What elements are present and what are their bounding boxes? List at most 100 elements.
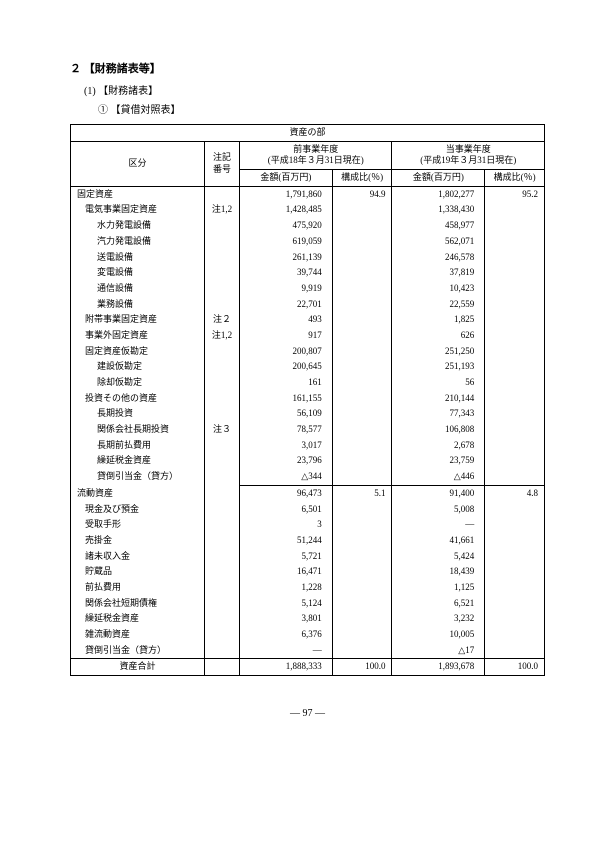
row-label: 関係会社長期投資 — [71, 422, 205, 438]
row-curr-amount: 23,759 — [392, 453, 485, 469]
row-note: 注1,2 — [204, 328, 239, 344]
row-prev-amount: 261,139 — [239, 250, 332, 266]
page-number: ― 97 ― — [70, 708, 545, 719]
row-prev-amount: 3,801 — [239, 611, 332, 627]
row-prev-ratio — [332, 549, 392, 565]
row-prev-ratio — [332, 250, 392, 266]
total-note — [204, 659, 239, 676]
row-prev-amount: 3 — [239, 517, 332, 533]
table-row: 固定資産仮勘定200,807251,250 — [71, 344, 545, 360]
row-curr-amount: 210,144 — [392, 391, 485, 407]
row-prev-ratio — [332, 359, 392, 375]
row-label: 雑流動資産 — [71, 627, 205, 643]
row-label: 諸未収入金 — [71, 549, 205, 565]
row-prev-amount: 6,501 — [239, 502, 332, 518]
row-note: 注1,2 — [204, 202, 239, 218]
col-curr-amount: 金額(百万円) — [392, 170, 485, 187]
row-prev-ratio — [332, 469, 392, 485]
row-curr-amount: 37,819 — [392, 265, 485, 281]
row-prev-ratio — [332, 502, 392, 518]
row-prev-amount: 200,645 — [239, 359, 332, 375]
row-note — [204, 533, 239, 549]
table-row: 建設仮勘定 200,645 251,193 — [71, 359, 545, 375]
total-row: 資産合計 1,888,333 100.0 1,893,678 100.0 — [71, 659, 545, 676]
row-note — [204, 611, 239, 627]
row-note — [204, 344, 239, 360]
heading-level-2: ２ 【財務諸表等】 — [70, 60, 545, 76]
row-curr-amount: △446 — [392, 469, 485, 485]
row-prev-amount: 917 — [239, 328, 332, 344]
row-prev-ratio — [332, 643, 392, 659]
row-label: 建設仮勘定 — [71, 359, 205, 375]
section-title: 資産の部 — [71, 125, 545, 142]
row-prev-ratio — [332, 265, 392, 281]
row-curr-amount: 56 — [392, 375, 485, 391]
row-label: 事業外固定資産 — [71, 328, 205, 344]
total-label: 資産合計 — [71, 659, 205, 676]
table-row: 長期前払費用3,0172,678 — [71, 438, 545, 454]
row-prev-amount: 16,471 — [239, 564, 332, 580]
row-label: 附帯事業固定資産 — [71, 312, 205, 328]
row-prev-amount: 96,473 — [239, 485, 332, 501]
row-curr-amount: 1,338,430 — [392, 202, 485, 218]
row-label: 流動資産 — [71, 485, 205, 501]
row-curr-ratio — [485, 627, 545, 643]
row-prev-amount: 3,017 — [239, 438, 332, 454]
row-curr-ratio — [485, 391, 545, 407]
row-prev-ratio — [332, 202, 392, 218]
row-note — [204, 502, 239, 518]
row-prev-amount: 1,791,860 — [239, 186, 332, 202]
row-prev-ratio — [332, 344, 392, 360]
row-label: 通信設備 — [71, 281, 205, 297]
row-curr-ratio — [485, 549, 545, 565]
row-curr-ratio — [485, 422, 545, 438]
period-curr-header: 当事業年度(平成19年３月31日現在) — [392, 141, 545, 169]
row-label: 貸倒引当金（貸方） — [71, 469, 205, 485]
row-curr-ratio — [485, 596, 545, 612]
row-curr-ratio — [485, 344, 545, 360]
table-body: 固定資産1,791,86094.91,802,27795.2電気事業固定資産注1… — [71, 186, 545, 659]
row-prev-ratio — [332, 596, 392, 612]
row-curr-ratio — [485, 265, 545, 281]
row-note — [204, 564, 239, 580]
row-prev-ratio — [332, 297, 392, 313]
row-curr-ratio — [485, 469, 545, 485]
row-note — [204, 391, 239, 407]
row-note — [204, 218, 239, 234]
row-label: 関係会社短期債権 — [71, 596, 205, 612]
row-prev-ratio — [332, 422, 392, 438]
row-curr-amount: 251,193 — [392, 359, 485, 375]
row-note — [204, 438, 239, 454]
row-prev-amount: 161,155 — [239, 391, 332, 407]
heading-level-4: ① 【貸借対照表】 — [98, 101, 545, 116]
row-note — [204, 186, 239, 202]
row-label: 繰延税金資産 — [71, 611, 205, 627]
table-row: 受取手形3― — [71, 517, 545, 533]
row-prev-ratio — [332, 564, 392, 580]
table-row: 関係会社長期投資注３78,577106,808 — [71, 422, 545, 438]
row-prev-ratio — [332, 312, 392, 328]
row-note — [204, 234, 239, 250]
row-curr-amount: 18,439 — [392, 564, 485, 580]
row-prev-amount: 9,919 — [239, 281, 332, 297]
table-row: 附帯事業固定資産注２4931,825 — [71, 312, 545, 328]
row-note — [204, 281, 239, 297]
table-row: 汽力発電設備619,059562,071 — [71, 234, 545, 250]
row-curr-ratio — [485, 438, 545, 454]
row-curr-ratio — [485, 297, 545, 313]
row-prev-ratio — [332, 627, 392, 643]
heading-level-3: (1) 【財務諸表】 — [84, 82, 545, 97]
row-label: 貸倒引当金（貸方） — [71, 643, 205, 659]
table-row: 繰延税金資産3,8013,232 — [71, 611, 545, 627]
row-curr-amount: ― — [392, 517, 485, 533]
row-label: 業務設備 — [71, 297, 205, 313]
row-curr-amount: 91,400 — [392, 485, 485, 501]
table-row: 雑流動資産6,37610,005 — [71, 627, 545, 643]
row-prev-amount: 1,428,485 — [239, 202, 332, 218]
row-prev-amount: 78,577 — [239, 422, 332, 438]
balance-sheet-table: 資産の部 区分 注記番号 前事業年度(平成18年３月31日現在) 当事業年度(平… — [70, 124, 545, 676]
row-label: 固定資産 — [71, 186, 205, 202]
row-curr-amount: 106,808 — [392, 422, 485, 438]
row-label: 長期投資 — [71, 406, 205, 422]
row-prev-amount: 475,920 — [239, 218, 332, 234]
